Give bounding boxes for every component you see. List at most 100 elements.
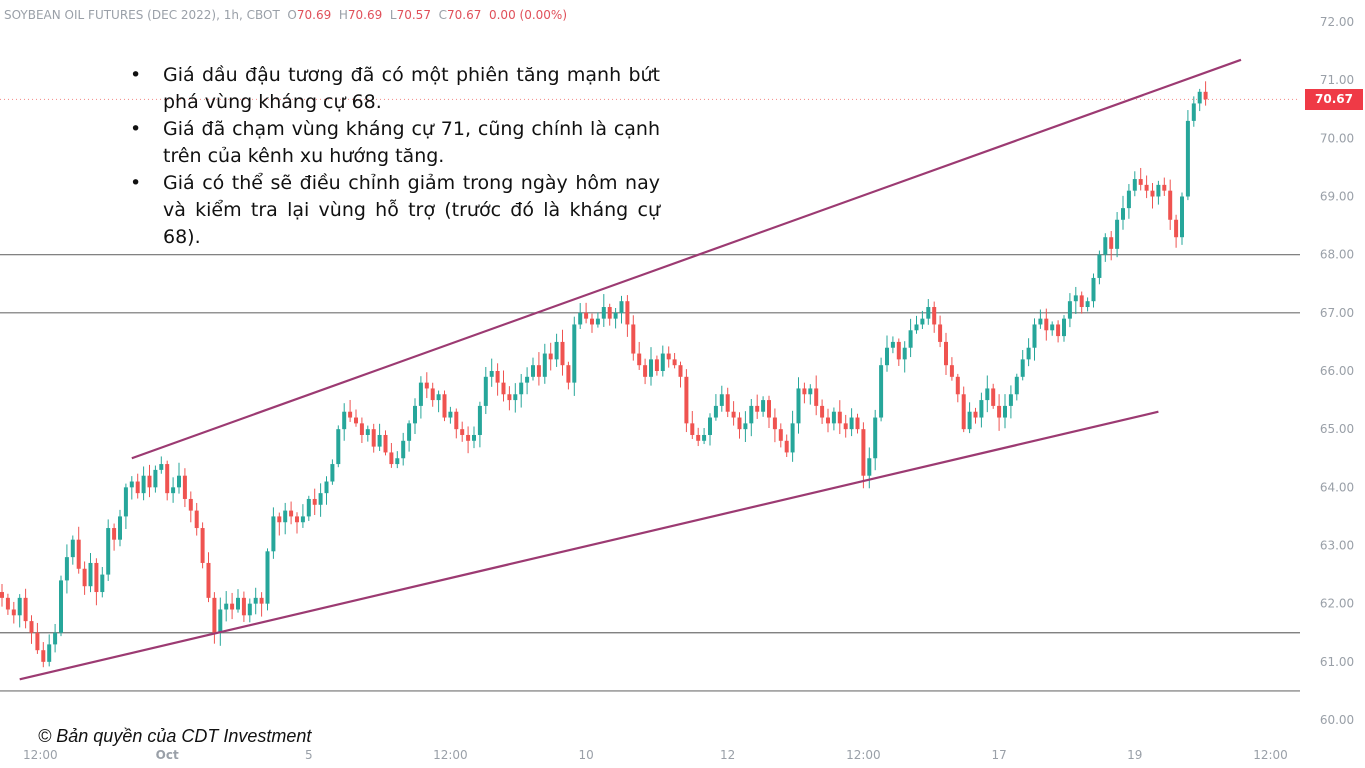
candle-body [595, 318, 600, 325]
candle-body [171, 487, 176, 494]
price-tick-label: 67.00 [1320, 306, 1354, 320]
candle-body [94, 562, 99, 593]
candle-body [1097, 254, 1102, 278]
symbol-title: SOYBEAN OIL FUTURES (DEC 2022), 1h, CBOT [4, 8, 280, 22]
candle-body [389, 452, 394, 465]
time-axis: 12:00 Oct 5 12:00 10 12 12:00 17 19 12:00 [23, 748, 1288, 762]
candle-body [1008, 394, 1013, 406]
candle-body [123, 487, 128, 517]
note-item: Giá dầu đậu tương đã có một phiên tăng m… [128, 62, 660, 116]
candle-body [755, 405, 760, 412]
candle-body [53, 632, 58, 645]
candle-body [407, 423, 412, 441]
candle-body [961, 394, 966, 430]
candle-body [371, 429, 376, 447]
candle-body [306, 498, 311, 517]
candle-body [536, 365, 541, 377]
candle-body [1073, 295, 1078, 302]
candle-body [401, 440, 406, 459]
candle-body [466, 434, 471, 441]
candle-body [572, 324, 577, 383]
candle-body [820, 405, 825, 418]
candle-body [678, 365, 683, 377]
price-tick-label: 69.00 [1320, 190, 1354, 204]
candle-body [890, 341, 895, 348]
candle-body [660, 353, 665, 371]
candle-body [920, 318, 925, 325]
candle-body [625, 301, 630, 325]
candle-body [295, 516, 299, 523]
candle-body [796, 388, 801, 424]
candle-body [507, 394, 512, 401]
price-tick-label: 62.00 [1320, 597, 1354, 611]
candle-body [731, 411, 736, 418]
candle-body [253, 597, 258, 604]
candle-body [979, 400, 984, 418]
candle-body [0, 592, 4, 598]
candle-body [100, 574, 105, 593]
low-label: L [389, 8, 397, 22]
candle-body [271, 516, 276, 552]
candle-body [247, 603, 252, 616]
candle-body [654, 359, 659, 371]
candle-body [601, 307, 606, 319]
candle-body [1191, 103, 1196, 121]
candle-body [1056, 324, 1061, 337]
candle-body [1103, 237, 1108, 255]
time-tick-label: 5 [305, 748, 313, 762]
candle-body [619, 301, 624, 313]
candle-body [967, 411, 972, 430]
candle-body [106, 528, 111, 575]
candle-body [76, 539, 81, 569]
candle-body [542, 353, 547, 377]
candle-body [885, 347, 889, 366]
candle-body [230, 603, 235, 610]
candle-body [631, 324, 636, 354]
candle-body [112, 528, 117, 540]
candle-body [1067, 301, 1072, 319]
candle-body [436, 394, 441, 401]
candle-body [719, 394, 724, 406]
candle-body [578, 312, 583, 325]
candles [0, 81, 1208, 668]
candle-body [672, 359, 677, 366]
time-tick-label: 12:00 [23, 748, 58, 762]
candle-body [784, 440, 789, 453]
candle-body [354, 417, 358, 424]
candle-body [637, 353, 642, 366]
price-tick-label: 71.00 [1320, 73, 1354, 87]
candle-body [1138, 179, 1143, 185]
candle-body [1014, 376, 1019, 395]
candle-body [826, 417, 830, 424]
candle-body [241, 597, 246, 616]
candle-body [1044, 318, 1049, 331]
candle-body [566, 365, 571, 383]
candle-body [1180, 196, 1184, 238]
candle-body [218, 609, 223, 633]
candle-body [702, 434, 707, 441]
candle-body [1079, 295, 1084, 308]
candle-body [188, 498, 193, 511]
time-tick-label: 12:00 [846, 748, 881, 762]
trend-channel [19, 58, 1242, 681]
candle-body [1121, 208, 1125, 220]
candle-body [861, 429, 866, 476]
candle-body [1144, 184, 1149, 191]
candle-body [519, 382, 524, 395]
candle-body [991, 388, 996, 406]
candle-body [501, 382, 506, 395]
candle-body [147, 475, 152, 488]
candle-body [495, 371, 500, 383]
candle-body [82, 568, 87, 587]
candle-body [88, 562, 93, 587]
candle-body [64, 557, 69, 581]
price-tick-label: 72.00 [1320, 15, 1354, 29]
candle-body [867, 458, 872, 476]
candle-body [896, 341, 901, 360]
close-value: 70.67 [446, 8, 482, 22]
candle-body [318, 493, 323, 505]
candle-body [513, 394, 518, 401]
candle-body [265, 551, 270, 604]
candle-body [359, 423, 364, 435]
